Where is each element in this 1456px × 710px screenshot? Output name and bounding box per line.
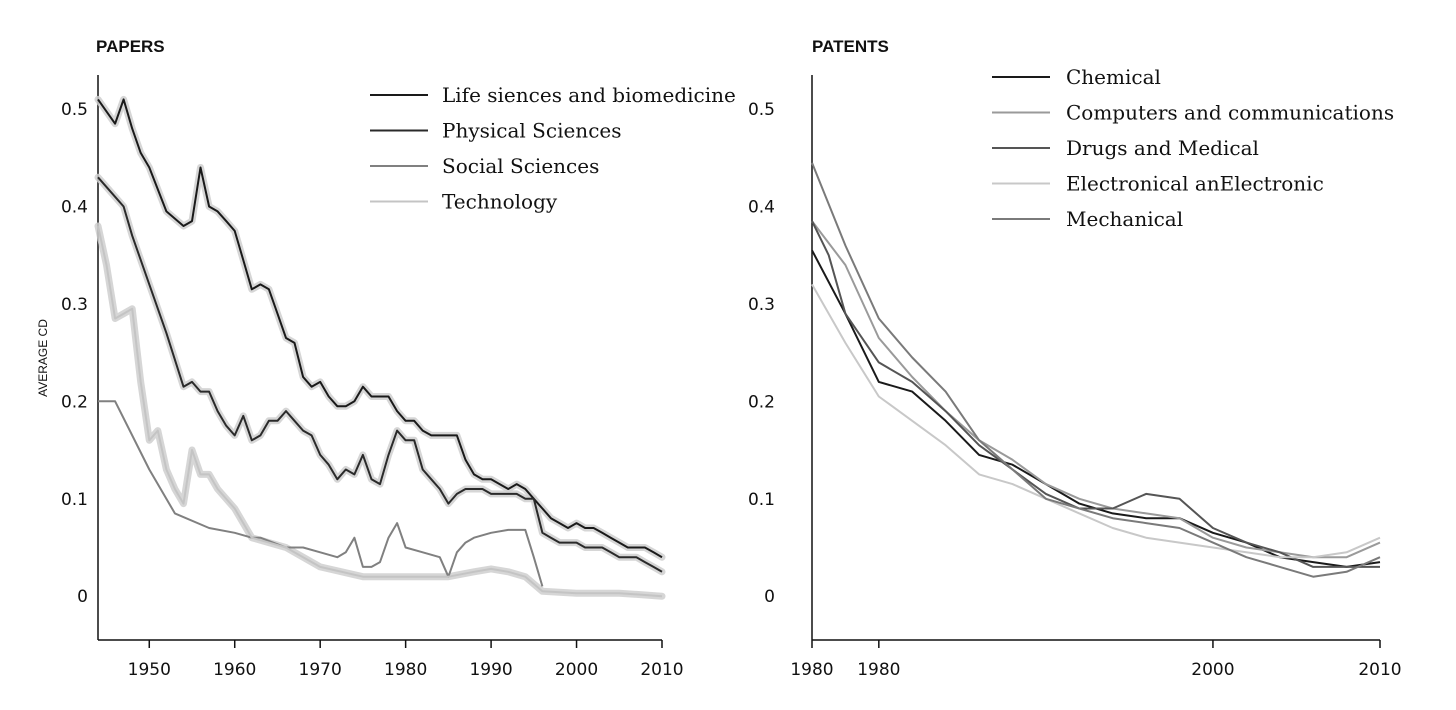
x-tick-label: 1980 <box>790 660 833 680</box>
legend-label: Computers and communications <box>1066 101 1394 125</box>
y-tick-label: 0.4 <box>748 198 775 218</box>
x-tick-label: 1980 <box>857 660 900 680</box>
x-tick-label: 1970 <box>299 660 342 680</box>
series-line <box>811 249 1381 568</box>
legend-label: Social Sciences <box>442 154 599 178</box>
legend-label: Electronical anElectronic <box>1066 172 1324 196</box>
panel-title: PATENTS <box>812 37 889 56</box>
x-tick-label: 2000 <box>555 660 598 680</box>
y-tick-label: 0.2 <box>748 392 775 412</box>
legend-label: Mechanical <box>1066 207 1183 231</box>
patents-panel: PATENTS 0 0.1 0.2 0.3 0.4 0.5 1980 1980 2000 2010 C… <box>748 37 1402 680</box>
y-tick-label: 0.5 <box>748 100 775 120</box>
y-tick-label: 0 <box>764 587 775 607</box>
legend-label: Technology <box>442 190 558 214</box>
y-tick-label: 0.4 <box>61 198 88 218</box>
series-line <box>97 225 663 598</box>
legend-label: Life siences and biomedicine <box>442 83 736 107</box>
x-tick-label: 1950 <box>128 660 171 680</box>
legend-label: Drugs and Medical <box>1066 136 1259 160</box>
series-line <box>811 162 1381 578</box>
series-line <box>97 98 663 559</box>
x-tick-label: 2000 <box>1191 660 1234 680</box>
y-tick-label: 0.3 <box>748 295 775 315</box>
papers-panel: PAPERS 0 0.1 0.2 0.3 0.4 0.5 1950 1960 1970 1980 19… <box>36 37 736 680</box>
series-line <box>811 220 1380 568</box>
x-tick-label: 1980 <box>384 660 427 680</box>
series-line <box>97 176 663 573</box>
x-tick-label: 1990 <box>469 660 512 680</box>
x-tick-label: 2010 <box>1358 660 1401 680</box>
y-axis-label: AVERAGE CD <box>36 319 50 397</box>
legend-label: Chemical <box>1066 65 1161 89</box>
series-halo <box>94 173 666 576</box>
y-tick-label: 0.1 <box>748 490 775 510</box>
y-tick-label: 0 <box>77 587 88 607</box>
x-tick-label: 1960 <box>213 660 256 680</box>
legend-label: Physical Sciences <box>442 119 622 143</box>
y-tick-label: 0.5 <box>61 100 88 120</box>
y-tick-label: 0.3 <box>61 295 88 315</box>
series-line <box>811 220 1381 559</box>
panel-title: PAPERS <box>96 37 165 56</box>
series-line <box>811 283 1381 559</box>
y-tick-label: 0.1 <box>61 490 88 510</box>
x-tick-label: 2010 <box>640 660 683 680</box>
series-line <box>98 400 544 587</box>
y-tick-label: 0.2 <box>61 392 88 412</box>
